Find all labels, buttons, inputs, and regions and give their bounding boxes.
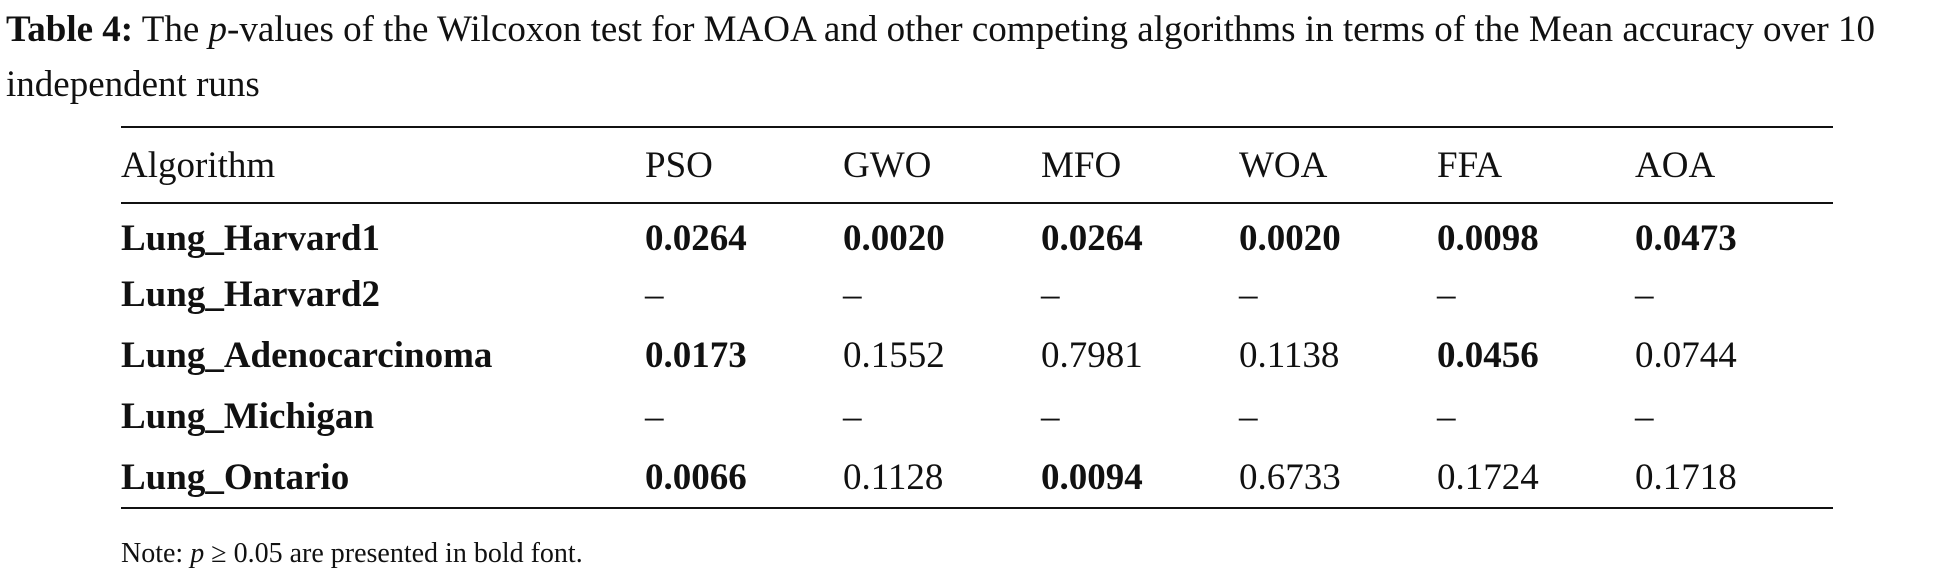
p-value-cell: 0.1718 bbox=[1635, 456, 1737, 498]
caption-italic: p bbox=[208, 9, 228, 50]
p-value-cell: – bbox=[1437, 274, 1456, 315]
dataset-cell: Lung_Harvard1 bbox=[121, 217, 381, 259]
p-value-cell: 0.1724 bbox=[1437, 456, 1539, 498]
caption-label: Table 4: bbox=[6, 9, 134, 50]
table-row: Lung_Adenocarcinoma 0.0173 0.1552 0.7981 0.1… bbox=[121, 325, 1833, 386]
p-value-cell: – bbox=[1635, 274, 1654, 315]
dataset-cell: Lung_Adenocarcinoma bbox=[121, 335, 493, 376]
p-value-cell: – bbox=[1041, 274, 1060, 315]
caption: Table 4: The p-values of the Wilcoxon te… bbox=[6, 2, 1951, 112]
header-row: Algorithm PSO GWO MFO WOA FFA AOA bbox=[121, 127, 1833, 203]
table-body: Lung_Harvard1 0.0264 0.0020 0.0264 0.0020 0.0… bbox=[121, 203, 1833, 508]
p-value-cell: 0.1128 bbox=[843, 456, 944, 498]
dataset-cell: Lung_Harvard2 bbox=[121, 274, 381, 315]
p-value-cell: – bbox=[645, 274, 664, 315]
p-value-cell: – bbox=[1239, 274, 1258, 315]
results-table: Algorithm PSO GWO MFO WOA FFA AOA Lung_Harvard… bbox=[121, 126, 1833, 509]
table-row: Lung_Harvard2 – – – – – – bbox=[121, 264, 1833, 325]
note-prefix: Note: bbox=[121, 538, 184, 569]
p-value-cell: 0.0264 bbox=[1041, 217, 1143, 259]
caption-text: -values of the Wilcoxon test for MAOA an… bbox=[6, 9, 1875, 105]
p-value-cell: – bbox=[1041, 396, 1060, 437]
p-value-cell: – bbox=[843, 274, 862, 315]
p-value-cell: 0.0098 bbox=[1437, 217, 1539, 259]
p-value-cell: 0.1138 bbox=[1239, 335, 1340, 376]
table-row: Lung_Ontario 0.0066 0.1128 0.0094 0.6733 0.17… bbox=[121, 447, 1833, 508]
note-italic: p bbox=[190, 538, 205, 569]
p-value-cell: – bbox=[1635, 396, 1654, 437]
p-value-cell: – bbox=[645, 396, 664, 437]
p-value-cell: – bbox=[1239, 396, 1258, 437]
header-cell: WOA bbox=[1239, 144, 1328, 186]
dataset-cell: Lung_Michigan bbox=[121, 396, 374, 437]
table-row: Lung_Harvard1 0.0264 0.0020 0.0264 0.0020 0.0… bbox=[121, 203, 1833, 264]
p-value-cell: 0.0066 bbox=[645, 456, 747, 498]
note-text: ≥ 0.05 are presented in bold font. bbox=[211, 538, 583, 569]
p-value-cell: – bbox=[843, 396, 862, 437]
p-value-cell: 0.1552 bbox=[843, 335, 945, 376]
p-value-cell: 0.0744 bbox=[1635, 335, 1737, 376]
p-value-cell: 0.0020 bbox=[843, 217, 945, 259]
header-cell: AOA bbox=[1635, 144, 1716, 186]
p-value-cell: 0.0456 bbox=[1437, 335, 1539, 376]
p-value-cell: – bbox=[1437, 396, 1456, 437]
table-row: Lung_Michigan – – – – – – bbox=[121, 386, 1833, 447]
p-value-cell: 0.6733 bbox=[1239, 456, 1341, 498]
header-cell: FFA bbox=[1437, 144, 1503, 186]
caption-text: The bbox=[141, 9, 200, 50]
p-value-cell: 0.0020 bbox=[1239, 217, 1341, 259]
p-value-cell: 0.0173 bbox=[645, 335, 747, 376]
table-header: Algorithm PSO GWO MFO WOA FFA AOA bbox=[121, 127, 1833, 203]
dataset-cell: Lung_Ontario bbox=[121, 456, 350, 498]
p-value-cell: 0.7981 bbox=[1041, 335, 1143, 376]
p-value-cell: 0.0264 bbox=[645, 217, 747, 259]
header-cell: Algorithm bbox=[121, 144, 276, 186]
note: Note: p ≥ 0.05 are presented in bold fon… bbox=[121, 538, 583, 570]
header-cell: PSO bbox=[645, 144, 713, 186]
p-value-cell: 0.0094 bbox=[1041, 456, 1143, 498]
header-cell: GWO bbox=[843, 144, 932, 186]
header-cell: MFO bbox=[1041, 144, 1122, 186]
p-value-cell: 0.0473 bbox=[1635, 217, 1737, 259]
